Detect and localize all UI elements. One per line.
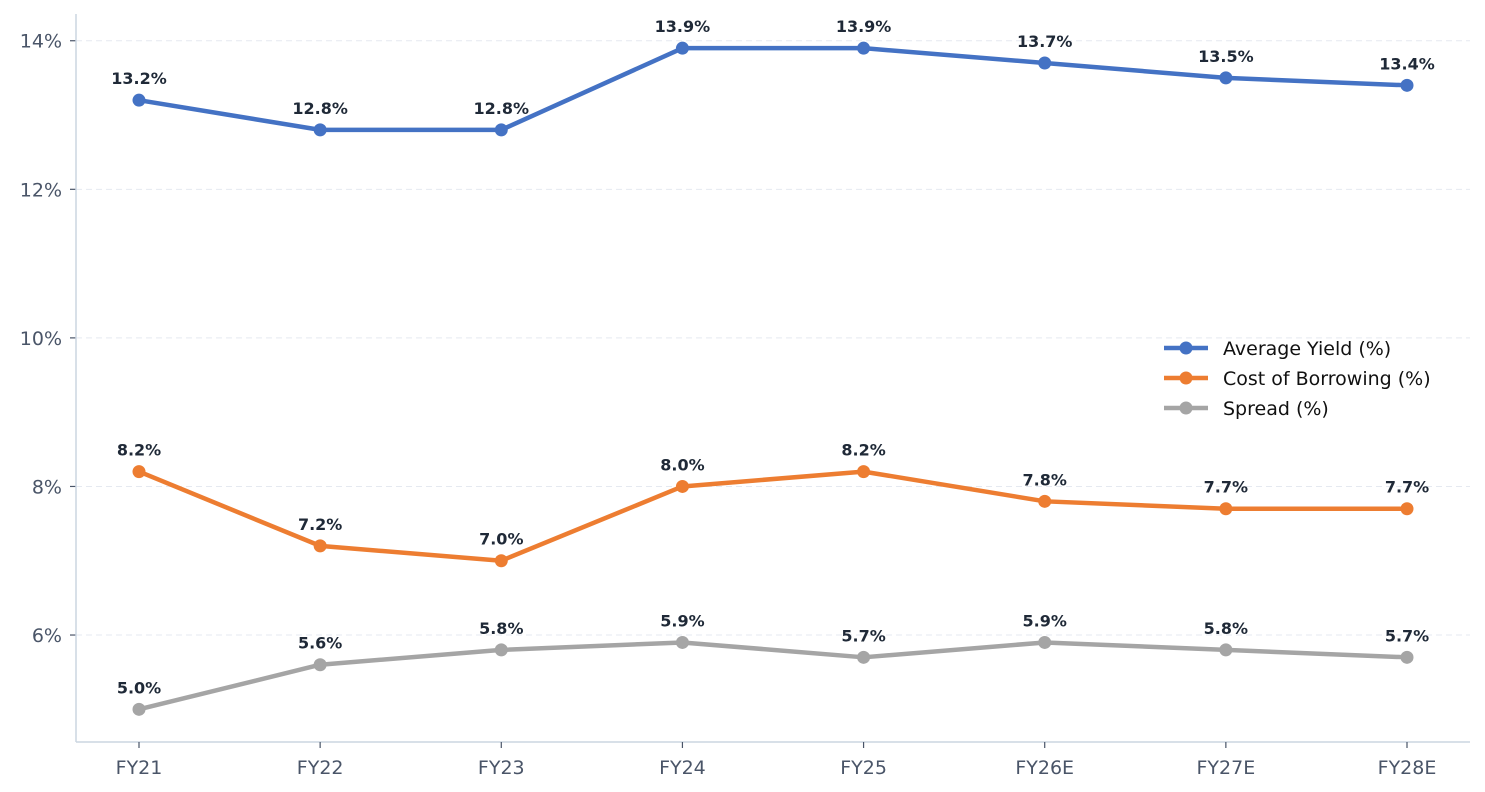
- data-point: [857, 465, 871, 479]
- data-label: 13.4%: [1379, 54, 1435, 73]
- data-label: 5.7%: [841, 626, 885, 645]
- legend-marker: [1179, 401, 1193, 415]
- data-point: [1400, 502, 1414, 516]
- data-label: 13.5%: [1198, 47, 1254, 66]
- data-label: 8.0%: [660, 455, 704, 474]
- data-point: [1400, 78, 1414, 92]
- legend-label: Average Yield (%): [1223, 338, 1391, 360]
- y-tick-label: 14%: [20, 31, 62, 53]
- data-point: [857, 650, 871, 664]
- x-tick-label: FY26E: [1015, 757, 1074, 779]
- data-label: 8.2%: [117, 441, 161, 460]
- data-label: 13.9%: [655, 17, 711, 36]
- data-label: 7.0%: [479, 530, 523, 549]
- series-line-2: [138, 640, 1408, 712]
- x-tick-label: FY27E: [1196, 757, 1255, 779]
- data-label: 12.8%: [292, 99, 348, 118]
- series-line-1: [138, 469, 1407, 563]
- legend-marker: [1179, 341, 1193, 355]
- series-line-0: [138, 45, 1408, 133]
- data-point: [132, 702, 146, 716]
- data-point: [494, 554, 508, 568]
- x-tick-label: FY23: [478, 757, 525, 779]
- data-point: [675, 41, 689, 55]
- x-tick-label: FY28E: [1378, 757, 1437, 779]
- x-tick-label: FY25: [840, 757, 887, 779]
- data-point: [1219, 643, 1233, 657]
- data-point: [1038, 56, 1052, 70]
- legend-marker: [1179, 371, 1193, 385]
- x-tick-label: FY24: [659, 757, 706, 779]
- legend-label: Cost of Borrowing (%): [1223, 368, 1431, 390]
- data-label: 5.8%: [1204, 619, 1248, 638]
- data-label: 13.7%: [1017, 32, 1073, 51]
- y-tick-label: 6%: [32, 625, 62, 647]
- legend-label: Spread (%): [1223, 398, 1329, 420]
- data-label: 7.7%: [1204, 478, 1248, 497]
- data-label: 5.9%: [1023, 611, 1067, 630]
- y-tick-label: 8%: [32, 476, 62, 498]
- x-tick-label: FY22: [297, 757, 344, 779]
- data-label: 7.2%: [298, 515, 342, 534]
- y-tick-label: 12%: [20, 179, 62, 201]
- x-tick-label: FY21: [116, 757, 163, 779]
- data-point: [313, 539, 327, 553]
- data-label: 5.9%: [660, 611, 704, 630]
- data-label: 5.0%: [117, 678, 161, 697]
- data-label: 7.8%: [1023, 470, 1067, 489]
- data-point: [1400, 650, 1414, 664]
- data-point: [675, 479, 689, 493]
- data-label: 5.8%: [479, 619, 523, 638]
- data-label: 13.2%: [111, 69, 167, 88]
- data-point: [494, 123, 508, 137]
- data-label: 5.7%: [1385, 626, 1429, 645]
- data-label: 8.2%: [841, 441, 885, 460]
- data-label: 13.9%: [836, 17, 892, 36]
- data-label: 5.6%: [298, 634, 342, 653]
- data-point: [313, 123, 327, 137]
- data-label: 12.8%: [474, 99, 530, 118]
- data-point: [1038, 494, 1052, 508]
- data-point: [1219, 71, 1233, 85]
- data-point: [1219, 502, 1233, 516]
- data-point: [1038, 635, 1052, 649]
- data-point: [313, 658, 327, 672]
- data-point: [494, 643, 508, 657]
- data-point: [132, 465, 146, 479]
- data-label: 7.7%: [1385, 478, 1429, 497]
- y-tick-label: 10%: [20, 328, 62, 350]
- data-point: [675, 635, 689, 649]
- data-point: [132, 93, 146, 107]
- data-point: [857, 41, 871, 55]
